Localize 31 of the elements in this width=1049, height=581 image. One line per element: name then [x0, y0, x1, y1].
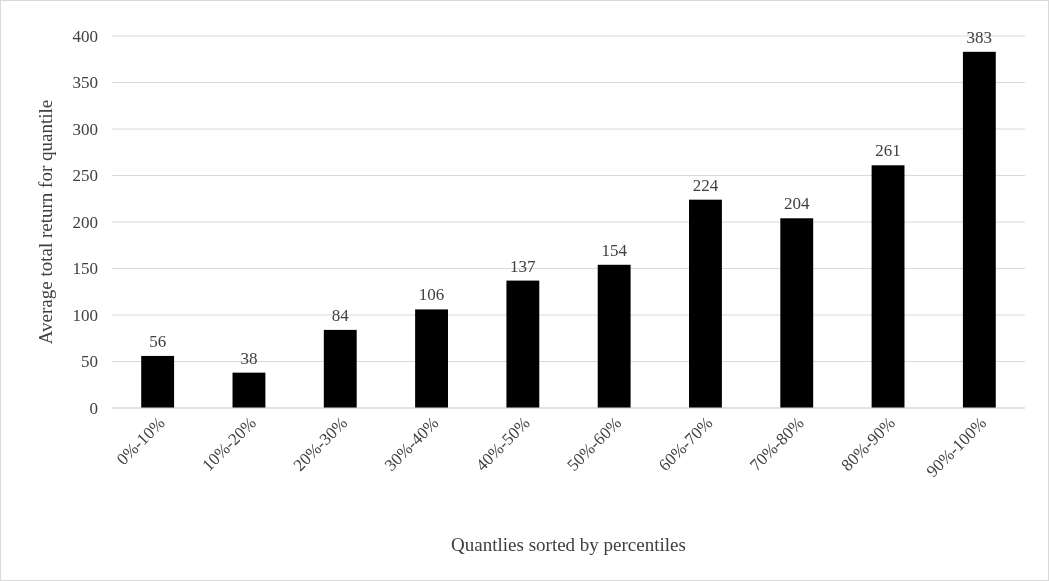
data-label: 84: [331, 305, 350, 325]
bar: [415, 309, 448, 408]
data-label: 137: [510, 256, 537, 276]
data-label: 383: [966, 27, 993, 47]
bar: [689, 199, 722, 408]
bar: [871, 165, 905, 408]
bar: [506, 280, 540, 408]
y-tick-label: 150: [72, 259, 98, 279]
data-label: 204: [784, 194, 810, 214]
data-label: 56: [149, 331, 167, 351]
bar: [323, 329, 357, 408]
data-label: 224: [692, 175, 719, 195]
bar: [780, 218, 814, 408]
data-label: 38: [240, 348, 258, 368]
data-label: 261: [875, 141, 901, 161]
y-tick-label: 0: [89, 398, 98, 418]
bar: [597, 264, 631, 408]
y-axis-title: Average total return for quantile: [35, 99, 56, 345]
data-label: 154: [601, 240, 628, 260]
y-tick-label: 400: [72, 26, 98, 46]
y-tick-label: 100: [72, 305, 98, 325]
y-tick-label: 300: [72, 119, 98, 139]
y-tick-label: 250: [72, 166, 98, 186]
bar: [962, 51, 996, 408]
bar: [232, 372, 266, 408]
data-label: 106: [418, 285, 445, 305]
bar: [141, 355, 175, 408]
y-tick-label: 200: [72, 212, 98, 232]
x-axis-title: Quantlies sorted by percentiles: [451, 534, 686, 555]
y-tick-label: 350: [72, 73, 98, 93]
y-tick-label: 50: [81, 352, 98, 372]
